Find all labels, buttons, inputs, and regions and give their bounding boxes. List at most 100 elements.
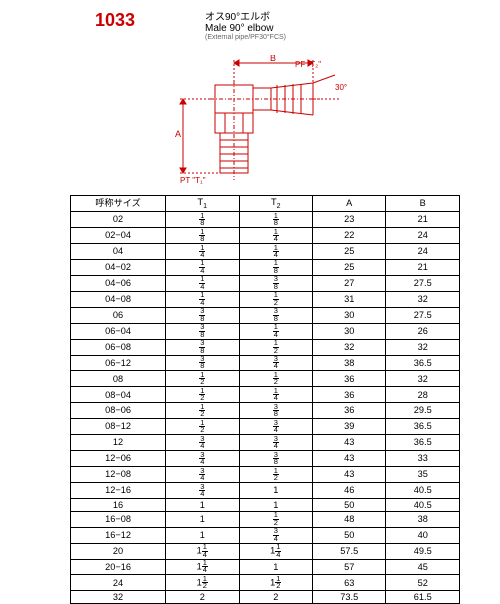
cell-t2: 2 — [239, 591, 312, 604]
table-row: 08−0612383629.5 — [71, 403, 460, 419]
cell-size: 06−12 — [71, 355, 166, 371]
cell-b: 35 — [386, 467, 460, 483]
cell-size: 12−08 — [71, 467, 166, 483]
cell-t2: 38 — [239, 275, 312, 291]
cell-a: 30 — [313, 323, 386, 339]
cell-size: 06−08 — [71, 339, 166, 355]
cell-t1: 12 — [166, 419, 239, 435]
table-row: 02−0418142224 — [71, 228, 460, 244]
cell-t2: 34 — [239, 419, 312, 435]
cell-b: 40.5 — [386, 498, 460, 511]
cell-t1: 12 — [166, 403, 239, 419]
table-row: 06−0438143026 — [71, 323, 460, 339]
header: 1033 オス90°エルボ Male 90° elbow (External p… — [70, 10, 460, 50]
cell-size: 04−08 — [71, 291, 166, 307]
table-header-row: 呼称サイズ T1 T2 A B — [71, 196, 460, 212]
cell-a: 50 — [313, 527, 386, 543]
table-row: 12−163414640.5 — [71, 483, 460, 499]
cell-size: 04−06 — [71, 275, 166, 291]
cell-t2: 14 — [239, 387, 312, 403]
cell-t1: 34 — [166, 483, 239, 499]
cell-b: 26 — [386, 323, 460, 339]
cell-size: 04 — [71, 243, 166, 259]
cell-size: 12−06 — [71, 451, 166, 467]
cell-t1: 14 — [166, 291, 239, 307]
cell-t2: 12 — [239, 467, 312, 483]
cell-size: 12 — [71, 435, 166, 451]
table-row: 06−1238343836.5 — [71, 355, 460, 371]
cell-t2: 112 — [239, 575, 312, 591]
cell-size: 12−16 — [71, 483, 166, 499]
cell-a: 63 — [313, 575, 386, 591]
cell-t2: 1 — [239, 498, 312, 511]
cell-t1: 12 — [166, 371, 239, 387]
cell-size: 20−16 — [71, 559, 166, 575]
th-t2: T2 — [239, 196, 312, 212]
cell-t1: 12 — [166, 387, 239, 403]
cell-size: 06−04 — [71, 323, 166, 339]
cell-b: 45 — [386, 559, 460, 575]
th-b: B — [386, 196, 460, 212]
cell-t1: 38 — [166, 355, 239, 371]
table-row: 16−121345040 — [71, 527, 460, 543]
th-a: A — [313, 196, 386, 212]
cell-b: 40 — [386, 527, 460, 543]
cell-a: 25 — [313, 243, 386, 259]
cell-size: 06 — [71, 307, 166, 323]
cell-size: 04−02 — [71, 259, 166, 275]
cell-t2: 38 — [239, 307, 312, 323]
cell-t1: 14 — [166, 259, 239, 275]
table-row: 12−0634384333 — [71, 451, 460, 467]
cell-t2: 1 — [239, 559, 312, 575]
cell-a: 38 — [313, 355, 386, 371]
cell-t1: 112 — [166, 575, 239, 591]
cell-b: 32 — [386, 371, 460, 387]
th-size: 呼称サイズ — [71, 196, 166, 212]
cell-t1: 14 — [166, 275, 239, 291]
spec-table: 呼称サイズ T1 T2 A B 021818232102−04181422240… — [70, 195, 460, 604]
cell-b: 32 — [386, 291, 460, 307]
cell-a: 50 — [313, 498, 386, 511]
cell-size: 24 — [71, 575, 166, 591]
cell-b: 33 — [386, 451, 460, 467]
cell-size: 32 — [71, 591, 166, 604]
angle-label: 30° — [335, 83, 347, 92]
cell-t1: 114 — [166, 543, 239, 559]
cell-b: 24 — [386, 228, 460, 244]
table-row: 04−0214182521 — [71, 259, 460, 275]
cell-t1: 34 — [166, 467, 239, 483]
cell-t1: 1 — [166, 527, 239, 543]
cell-a: 43 — [313, 467, 386, 483]
title-sub: (External pipe/PF30°FCS) — [205, 34, 286, 41]
cell-size: 08 — [71, 371, 166, 387]
table-row: 16115040.5 — [71, 498, 460, 511]
cell-t2: 1 — [239, 483, 312, 499]
cell-t1: 1 — [166, 498, 239, 511]
dim-b-label: B — [270, 55, 276, 63]
table-row: 0218182321 — [71, 212, 460, 228]
table-row: 04−0814123132 — [71, 291, 460, 307]
cell-a: 32 — [313, 339, 386, 355]
cell-a: 46 — [313, 483, 386, 499]
cell-t1: 14 — [166, 243, 239, 259]
cell-b: 61.5 — [386, 591, 460, 604]
th-t1: T1 — [166, 196, 239, 212]
cell-t2: 38 — [239, 403, 312, 419]
dim-a-label: A — [175, 129, 181, 139]
cell-t2: 34 — [239, 355, 312, 371]
cell-size: 02−04 — [71, 228, 166, 244]
cell-b: 21 — [386, 259, 460, 275]
cell-t2: 34 — [239, 435, 312, 451]
cell-t1: 38 — [166, 323, 239, 339]
cell-b: 32 — [386, 339, 460, 355]
table-row: 241121126352 — [71, 575, 460, 591]
cell-a: 48 — [313, 511, 386, 527]
cell-size: 16 — [71, 498, 166, 511]
table-row: 0414142524 — [71, 243, 460, 259]
cell-a: 57 — [313, 559, 386, 575]
cell-t2: 18 — [239, 212, 312, 228]
cell-a: 43 — [313, 435, 386, 451]
table-row: 0812123632 — [71, 371, 460, 387]
table-row: 08−0412143628 — [71, 387, 460, 403]
table-row: 0638383027.5 — [71, 307, 460, 323]
